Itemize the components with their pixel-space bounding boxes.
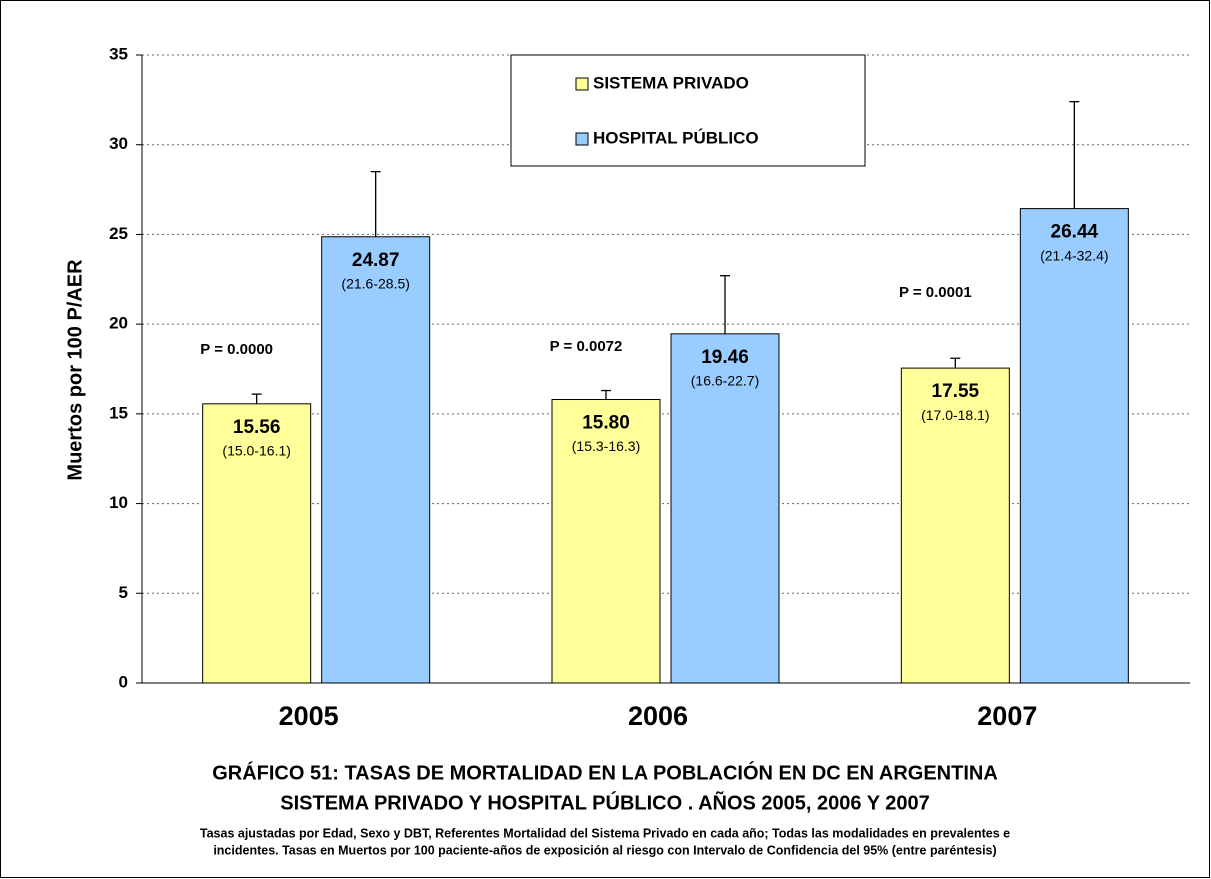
legend-label: SISTEMA PRIVADO <box>593 73 749 92</box>
bar <box>1019 208 1129 684</box>
y-tick-label: 5 <box>119 583 128 602</box>
y-tick-label: 0 <box>119 672 128 691</box>
legend-swatch <box>575 77 589 91</box>
ci-label: (21.4-32.4) <box>1040 247 1108 263</box>
ci-label: (15.3-16.3) <box>572 438 640 454</box>
x-tick-label: 2006 <box>628 701 688 731</box>
x-tick-label: 2007 <box>977 701 1037 731</box>
value-label: 26.44 <box>1051 222 1099 243</box>
value-label: 19.46 <box>701 347 749 368</box>
y-tick-label: 35 <box>109 44 128 63</box>
y-tick-label: 15 <box>109 403 128 422</box>
note: Tasas ajustadas por Edad, Sexo y DBT, Re… <box>200 826 1010 840</box>
value-label: 15.56 <box>233 417 281 438</box>
bar <box>551 399 661 684</box>
y-tick-label: 30 <box>109 134 128 153</box>
value-label: 17.55 <box>932 381 980 402</box>
chart-title: GRÁFICO 51: TASAS DE MORTALIDAD EN LA PO… <box>212 760 998 784</box>
ci-label: (17.0-18.1) <box>921 407 989 423</box>
annotation: P = 0.0072 <box>550 338 623 355</box>
legend <box>510 54 866 167</box>
note: incidentes. Tasas en Muertos por 100 pac… <box>213 843 996 857</box>
bar <box>202 403 312 684</box>
legend-swatch <box>575 132 589 146</box>
y-axis-label: Muertos por 100 P/AER <box>64 259 86 481</box>
ci-label: (15.0-16.1) <box>222 443 290 459</box>
chart-subtitle: SISTEMA PRIVADO Y HOSPITAL PÚBLICO . AÑO… <box>280 790 930 814</box>
bar <box>670 333 780 684</box>
value-label: 24.87 <box>352 250 400 271</box>
y-tick-label: 10 <box>109 493 128 512</box>
annotation: P = 0.0000 <box>200 341 273 358</box>
ci-label: (16.6-22.7) <box>691 373 759 389</box>
bar <box>321 236 431 684</box>
value-label: 15.80 <box>582 413 630 434</box>
x-tick-label: 2005 <box>279 701 339 731</box>
bar <box>900 367 1010 684</box>
ci-label: (21.6-28.5) <box>341 275 409 291</box>
annotation: P = 0.0001 <box>899 284 972 301</box>
y-tick-label: 20 <box>109 314 128 333</box>
legend-label: HOSPITAL PÚBLICO <box>593 128 759 147</box>
y-tick-label: 25 <box>109 224 128 243</box>
